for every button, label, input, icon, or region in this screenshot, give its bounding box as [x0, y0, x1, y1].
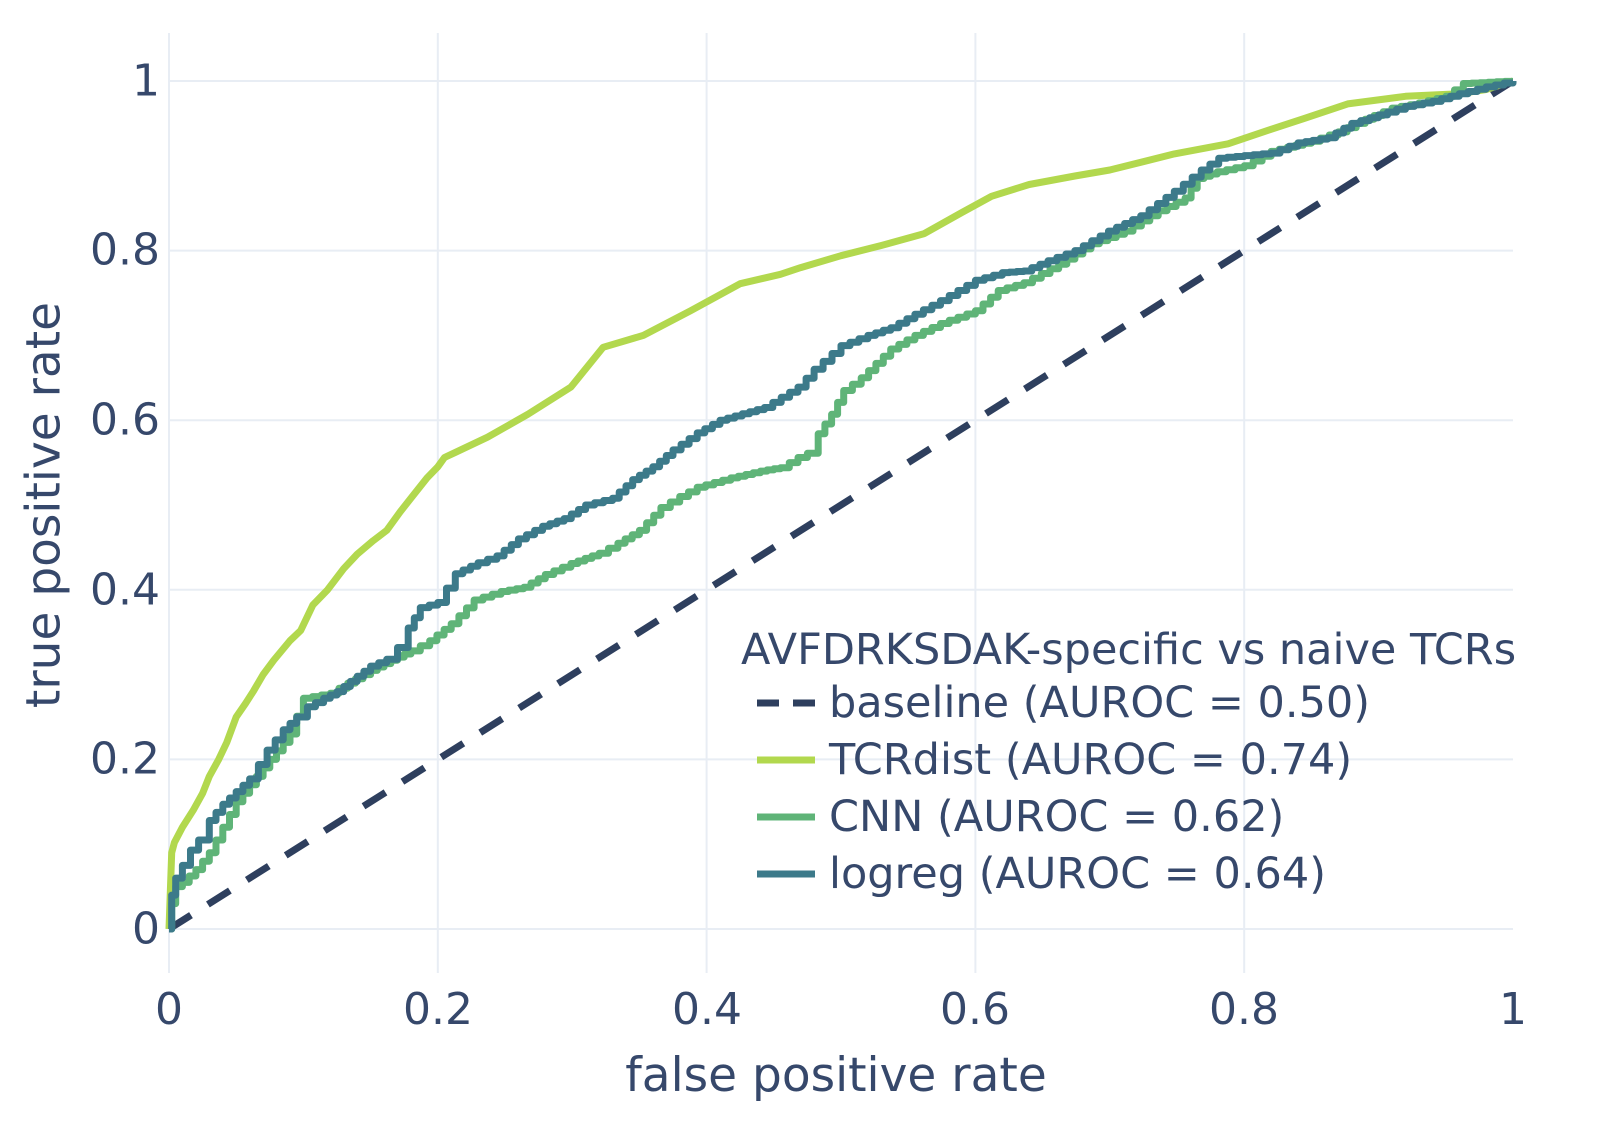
roc-curve-logreg	[168, 79, 1517, 933]
roc-curve-TCRdist	[165, 77, 1515, 930]
x-axis-tick-label: 0.4	[672, 984, 742, 1035]
x-axis-tick-label: 0.8	[1209, 984, 1279, 1035]
dashed-line-icon	[757, 699, 815, 706]
legend-entry-baseline: baseline (AUROC = 0.50)	[741, 674, 1516, 731]
y-axis-title: true positive rate	[16, 301, 72, 709]
y-axis-tick-label: 0.2	[90, 733, 160, 785]
legend-label-cnn: CNN (AUROC = 0.62)	[829, 791, 1285, 842]
x-axis-tick-label: 1	[1499, 984, 1527, 1035]
solid-line-icon	[757, 756, 815, 763]
x-axis-tick-label: 0.6	[940, 984, 1010, 1035]
legend-entry-cnn: CNN (AUROC = 0.62)	[741, 788, 1516, 845]
legend-label-baseline: baseline (AUROC = 0.50)	[829, 677, 1371, 728]
y-axis-tick-label: 0.8	[90, 224, 160, 276]
y-axis-tick-label: 0	[132, 903, 160, 955]
y-axis-tick-label: 1	[132, 55, 160, 107]
y-axis-tick-label: 0.6	[90, 394, 160, 446]
legend-label-logreg: logreg (AUROC = 0.64)	[829, 848, 1326, 899]
legend-entry-logreg: logreg (AUROC = 0.64)	[741, 845, 1516, 902]
solid-line-icon	[757, 870, 815, 877]
x-axis-tick-label: 0.2	[403, 984, 473, 1035]
legend: AVFDRKSDAK-specific vs naive TCRs baseli…	[741, 626, 1516, 902]
solid-line-icon	[757, 813, 815, 820]
x-axis-tick-label: 0	[155, 984, 183, 1035]
legend-title: AVFDRKSDAK-specific vs naive TCRs	[741, 625, 1517, 675]
legend-label-tcrdist: TCRdist (AUROC = 0.74)	[829, 734, 1353, 785]
roc-curve-baseline	[167, 78, 1515, 932]
x-axis-title: false positive rate	[625, 1048, 1047, 1103]
legend-entry-tcrdist: TCRdist (AUROC = 0.74)	[741, 731, 1516, 788]
y-axis-tick-label: 0.4	[90, 564, 160, 616]
